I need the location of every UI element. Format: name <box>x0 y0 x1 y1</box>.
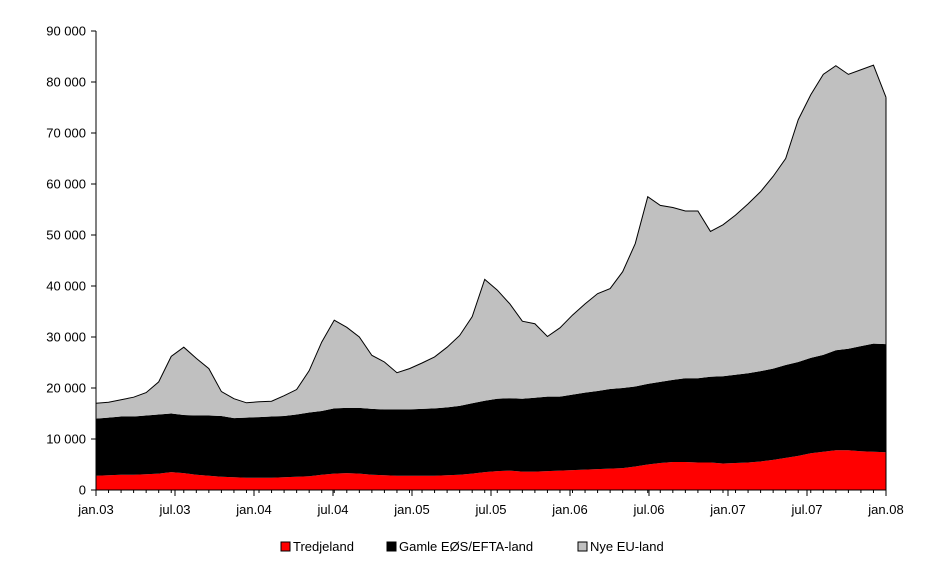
y-tick-label: 20 000 <box>46 381 86 396</box>
x-tick-label: jan.05 <box>393 502 429 517</box>
legend-swatch-2 <box>577 541 588 552</box>
legend-swatch-0 <box>280 541 291 552</box>
x-tick-label: jul.05 <box>474 502 506 517</box>
y-tick-label: 30 000 <box>46 330 86 345</box>
x-tick-label: jul.06 <box>632 502 664 517</box>
x-tick-label: jan.07 <box>709 502 745 517</box>
x-tick-label: jan.04 <box>235 502 271 517</box>
area-series-2 <box>96 65 886 419</box>
y-tick-label: 90 000 <box>46 24 86 39</box>
y-axis-ticks: 0 10 000 20 000 30 000 40 000 50 000 60 000 70 … <box>46 24 96 498</box>
y-tick-label: 10 000 <box>46 432 86 447</box>
y-tick-label: 40 000 <box>46 279 86 294</box>
area-layers <box>95 64 887 490</box>
x-tick-label: jul.07 <box>790 502 822 517</box>
legend: Tredjeland Gamle EØS/EFTA-land Nye EU-land <box>280 539 664 554</box>
y-tick-label: 50 000 <box>46 228 86 243</box>
x-tick-label: jan.03 <box>77 502 113 517</box>
total-outline <box>95 64 887 404</box>
legend-label-2: Nye EU-land <box>590 539 664 554</box>
y-tick-label: 0 <box>79 483 86 498</box>
x-tick-label: jul.04 <box>316 502 348 517</box>
area-series-1 <box>96 343 886 478</box>
x-axis-ticks: jan.03 jul.03 jan.04 jul.04 jan.05 jul.05 jan.… <box>77 490 904 517</box>
area-series-0 <box>96 450 886 490</box>
legend-label-0: Tredjeland <box>293 539 354 554</box>
y-tick-label: 60 000 <box>46 177 86 192</box>
legend-swatch-1 <box>386 541 397 552</box>
x-tick-label: jan.08 <box>867 502 903 517</box>
x-tick-label: jul.03 <box>158 502 190 517</box>
x-tick-label: jan.06 <box>551 502 587 517</box>
y-tick-label: 70 000 <box>46 126 86 141</box>
legend-label-1: Gamle EØS/EFTA-land <box>399 539 533 554</box>
y-tick-label: 80 000 <box>46 75 86 90</box>
